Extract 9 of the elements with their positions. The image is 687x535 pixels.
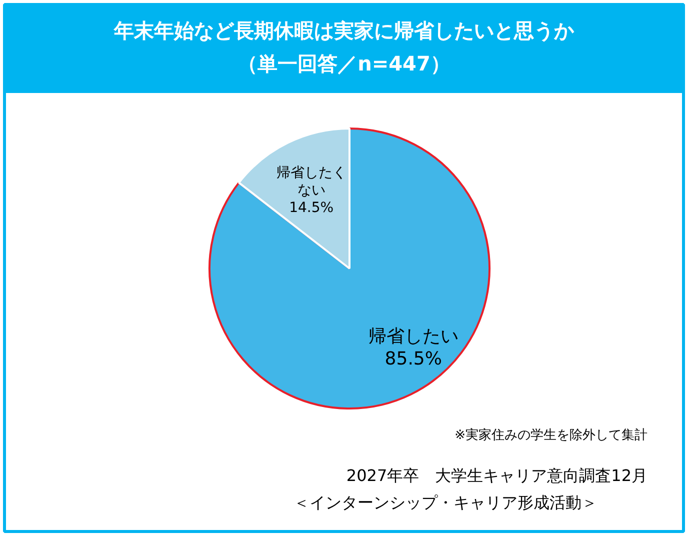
data-label: 14.5% bbox=[289, 200, 334, 216]
chart-subtitle: （単一回答／n=447） bbox=[238, 52, 450, 76]
slice-label: 帰省したくない bbox=[276, 165, 346, 199]
text: ※実家住みの学生を除外して集計 bbox=[454, 427, 648, 443]
data-label: 85.5% bbox=[384, 348, 442, 370]
text: ＜インターンシップ・キャリア形成活動＞ bbox=[294, 493, 598, 512]
text: 2027年卒 大学生キャリア意向調査12月 bbox=[346, 466, 648, 485]
chart-title: 年末年始など長期休暇は実家に帰省したいと思うか bbox=[113, 18, 575, 42]
slice-label: 帰省したい bbox=[368, 326, 458, 347]
